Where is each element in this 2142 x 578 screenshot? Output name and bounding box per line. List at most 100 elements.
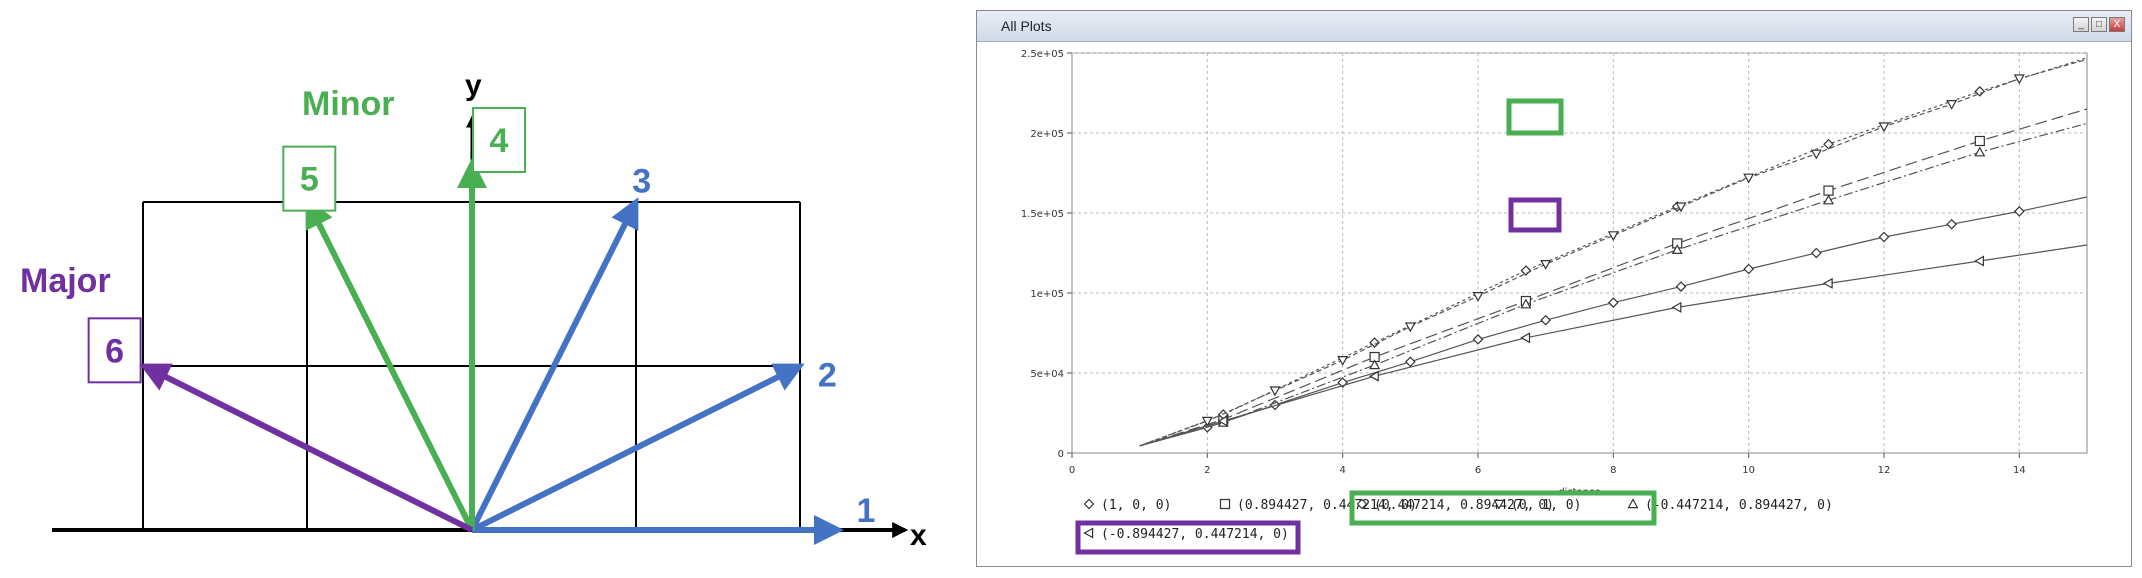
vector-label-box-6 xyxy=(87,317,142,384)
data-point xyxy=(1822,194,1835,205)
plot-area xyxy=(1071,52,2088,454)
major-label: Major xyxy=(20,262,111,300)
data-point xyxy=(1369,337,1380,348)
data-point xyxy=(1946,218,1958,230)
data-point xyxy=(1201,416,1213,427)
vector-diagram: x y Minor Major 1 2 3 4 5 6 xyxy=(20,69,927,552)
vector-label-4: 4 xyxy=(490,122,509,160)
window-controls: _ □ X xyxy=(2073,17,2125,32)
highlight-boxes xyxy=(1075,98,1657,555)
highlight-box-green-plot xyxy=(1506,98,1564,136)
data-point xyxy=(1369,359,1381,370)
data-point xyxy=(1520,298,1532,309)
legend-marker xyxy=(1219,498,1231,510)
data-point xyxy=(1946,99,1958,110)
data-point xyxy=(1472,334,1484,345)
legend-label: (0, 1, 0) xyxy=(1511,498,1581,513)
legend-marker xyxy=(1627,498,1639,509)
minimize-button[interactable]: _ xyxy=(2073,17,2089,32)
legend-item: (0.894427, 0.447214, 0) xyxy=(1219,498,1417,513)
vector-label-6: 6 xyxy=(105,332,124,370)
data-point xyxy=(1810,247,1822,259)
window-title: All Plots xyxy=(1001,18,1052,34)
vector-label-box-5 xyxy=(282,145,337,212)
series-line xyxy=(1139,122,2088,447)
data-point xyxy=(1217,415,1228,427)
data-point xyxy=(1878,122,1890,133)
x-tick-label: 0 xyxy=(1069,465,1075,476)
y-tick-label: 1e+05 xyxy=(1030,289,1064,300)
data-point xyxy=(1404,322,1416,333)
data-point xyxy=(1540,260,1552,270)
window-titlebar[interactable]: All Plots _ □ X xyxy=(977,11,2131,42)
close-button[interactable]: X xyxy=(2109,17,2125,32)
data-point xyxy=(1823,138,1834,150)
grid-layer xyxy=(1072,52,2087,453)
highlight-box-purple-plot xyxy=(1508,197,1562,233)
data-point xyxy=(1607,231,1619,242)
data-point xyxy=(1472,292,1484,302)
data-point xyxy=(1520,332,1531,344)
vector-label-2: 2 xyxy=(818,356,837,394)
plot-window: All Plots _ □ X 0 2 4 6 8 10 12 14 0 5e+04 1e+05 1.… xyxy=(976,10,2132,567)
legend-item: (0.447214, 0.894427, 0) xyxy=(1356,498,1554,513)
legend-label: (0.894427, 0.447214, 0) xyxy=(1237,498,1417,513)
x-tick-label: 2 xyxy=(1204,465,1210,476)
data-point xyxy=(2013,206,2025,217)
data-point xyxy=(1974,86,1986,97)
legend-marker xyxy=(1083,498,1095,510)
highlight-box-green-legend xyxy=(1349,490,1657,526)
legend-item: (-0.447214, 0.894427, 0) xyxy=(1627,498,1833,513)
axis-layer: 0 2 4 6 8 10 12 14 0 5e+04 1e+05 1.5e+05 2e+05 2.5e+0… xyxy=(1021,49,2026,476)
data-point xyxy=(1743,263,1755,275)
legend-label: (1, 0, 0) xyxy=(1101,498,1171,513)
legend-label: (-0.447214, 0.894427, 0) xyxy=(1645,498,1833,513)
series-line xyxy=(1139,244,2088,447)
vector-label-5: 5 xyxy=(300,161,319,199)
data-point xyxy=(1974,146,1986,157)
data-point xyxy=(1671,301,1682,313)
highlight-box-purple-legend xyxy=(1075,520,1301,555)
vector-label-box-4 xyxy=(472,107,526,173)
x-tick-label: 6 xyxy=(1475,465,1481,476)
legend-marker xyxy=(1356,498,1368,510)
vector-arrow-5 xyxy=(305,197,475,532)
minor-label: Minor xyxy=(302,85,395,123)
legend-label: (-0.894427, 0.447214, 0) xyxy=(1101,527,1289,542)
data-point xyxy=(2013,74,2025,85)
series-layer xyxy=(1139,57,2088,447)
y-tick-label: 0 xyxy=(1058,449,1064,460)
x-tick-label: 14 xyxy=(2013,465,2026,476)
legend-item: (0, 1, 0) xyxy=(1493,498,1581,513)
data-point xyxy=(1743,173,1755,184)
data-point xyxy=(1675,281,1687,292)
x-axis-label: x xyxy=(910,519,927,552)
y-axis-label: y xyxy=(465,69,482,102)
series-4 xyxy=(1139,58,2088,447)
maximize-button[interactable]: □ xyxy=(2091,17,2107,32)
data-point xyxy=(1822,277,1833,289)
legend: (1, 0, 0) (0.894427, 0.447214, 0)(0.44721… xyxy=(1083,498,1833,542)
vector-arrow-2 xyxy=(470,363,805,533)
data-point xyxy=(1540,314,1552,326)
line-chart: 0 2 4 6 8 10 12 14 0 5e+04 1e+05 1.5e+05 2e+05 2.5e+0… xyxy=(1021,49,2088,555)
x-tick-label: 12 xyxy=(1878,465,1891,476)
legend-item: (-0.894427, 0.447214, 0) xyxy=(1083,527,1289,542)
vector-label-1: 1 xyxy=(857,492,876,530)
vector-arrow-6 xyxy=(139,363,474,533)
legend-marker xyxy=(1493,499,1505,510)
series-line xyxy=(1139,57,2088,447)
x-tick-label: 4 xyxy=(1339,465,1345,476)
data-point xyxy=(1337,356,1349,366)
data-point xyxy=(1671,244,1683,254)
data-point xyxy=(1810,149,1822,160)
data-point xyxy=(1974,135,1985,147)
vector-label-3: 3 xyxy=(632,163,651,201)
legend-item: (1, 0, 0) xyxy=(1083,498,1171,513)
y-tick-label: 5e+04 xyxy=(1030,369,1064,380)
data-point xyxy=(1823,185,1834,196)
data-point xyxy=(1368,370,1379,382)
series-line xyxy=(1139,108,2088,447)
x-tick-label: 8 xyxy=(1610,465,1616,476)
data-point xyxy=(1878,231,1890,243)
